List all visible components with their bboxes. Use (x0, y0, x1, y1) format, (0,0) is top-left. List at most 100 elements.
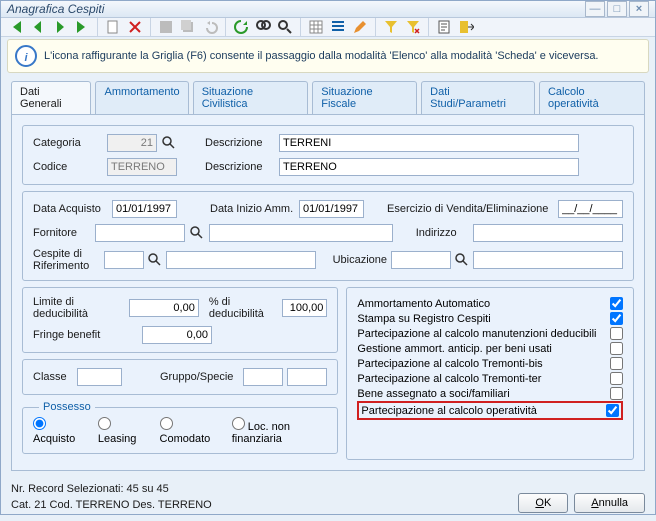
titlebar: Anagrafica Cespiti — □ × (1, 1, 655, 18)
check-ammort-auto-box[interactable] (610, 297, 623, 310)
classe-field[interactable] (77, 368, 122, 386)
first-icon[interactable] (7, 18, 25, 36)
maximize-button[interactable]: □ (607, 1, 627, 17)
check-tremonti-bis: Partecipazione al calcolo Tremonti-bis (357, 356, 623, 371)
gruppo-field2[interactable] (287, 368, 327, 386)
find-icon[interactable] (254, 18, 272, 36)
save-icon[interactable] (157, 18, 175, 36)
toolbar (1, 18, 655, 37)
check-operativita: Partecipazione al calcolo operatività (357, 401, 623, 420)
radio-leasing[interactable]: Leasing (98, 417, 145, 445)
fornitore-lookup-icon[interactable] (189, 225, 205, 241)
radio-loc[interactable]: Loc. non finanziaria (232, 417, 328, 445)
filter-icon[interactable] (382, 18, 400, 36)
ubicazione-descr-field[interactable] (473, 251, 623, 269)
limite-label: Limite di deducibilità (33, 296, 125, 320)
pct-field[interactable] (282, 299, 327, 317)
data-ini-field[interactable] (299, 200, 364, 218)
descr2-field[interactable] (279, 158, 579, 176)
esercizio-field[interactable] (558, 200, 623, 218)
check-tremonti-ter-box[interactable] (610, 372, 623, 385)
tab-calcolo-operativita[interactable]: Calcolo operatività (539, 81, 645, 114)
fornitore-label: Fornitore (33, 227, 91, 239)
indirizzo-label: Indirizzo (416, 227, 469, 239)
tab-situazione-fiscale[interactable]: Situazione Fiscale (312, 81, 417, 114)
ubicazione-lookup-icon[interactable] (455, 252, 469, 268)
footer-record-count: Nr. Record Selezionati: 45 su 45 (11, 481, 212, 497)
categoria-field[interactable] (107, 134, 157, 152)
filter-clear-icon[interactable] (404, 18, 422, 36)
report-icon[interactable] (435, 18, 453, 36)
categoria-label: Categoria (33, 137, 103, 149)
data-acq-label: Data Acquisto (33, 203, 108, 215)
exit-icon[interactable] (457, 18, 475, 36)
data-ini-label: Data Inizio Amm. (210, 203, 295, 215)
edit-icon[interactable] (351, 18, 369, 36)
possesso-legend: Possesso (39, 401, 95, 413)
cespite-lookup-icon[interactable] (148, 252, 162, 268)
group-checks: Ammortamento Automatico Stampa su Regist… (346, 287, 634, 460)
footer: Nr. Record Selezionati: 45 su 45 Cat. 21… (1, 477, 655, 521)
cancel-button[interactable]: Annulla (574, 493, 645, 513)
fornitore-descr-field[interactable] (209, 224, 393, 242)
undo-icon[interactable] (201, 18, 219, 36)
minimize-button[interactable]: — (585, 1, 605, 17)
classe-label: Classe (33, 371, 73, 383)
ubicazione-field[interactable] (391, 251, 451, 269)
fringe-label: Fringe benefit (33, 329, 138, 341)
zoom-icon[interactable] (276, 18, 294, 36)
window-title: Anagrafica Cespiti (7, 2, 583, 16)
limite-field[interactable] (129, 299, 199, 317)
gruppo-label: Gruppo/Specie (160, 371, 233, 383)
tab-ammortamento[interactable]: Ammortamento (95, 81, 188, 114)
codice-field[interactable] (107, 158, 177, 176)
footer-summary: Cat. 21 Cod. TERRENO Des. TERRENO (11, 497, 212, 513)
indirizzo-field[interactable] (473, 224, 623, 242)
group-possesso: Possesso Acquisto Leasing Comodato Loc. … (22, 401, 338, 454)
pct-label: % di deducibilità (209, 296, 279, 320)
window: Anagrafica Cespiti — □ × i L'icona raffi… (0, 0, 656, 515)
descr1-label: Descrizione (205, 137, 275, 149)
codice-label: Codice (33, 161, 103, 173)
ok-button[interactable]: OK (518, 493, 568, 513)
refresh-icon[interactable] (232, 18, 250, 36)
last-icon[interactable] (73, 18, 91, 36)
info-icon: i (14, 44, 38, 68)
check-manutenzioni-box[interactable] (610, 327, 623, 340)
check-gestione-box[interactable] (610, 342, 623, 355)
group-identificazione: Categoria Descrizione Codice Descrizione (22, 125, 634, 185)
cespite-field[interactable] (104, 251, 144, 269)
prev-icon[interactable] (29, 18, 47, 36)
list-icon[interactable] (329, 18, 347, 36)
check-operativita-box[interactable] (606, 404, 619, 417)
check-gestione: Gestione ammort. anticip. per beni usati (357, 341, 623, 356)
check-stampa-box[interactable] (610, 312, 623, 325)
infobar: i L'icona raffigurante la Griglia (F6) c… (7, 39, 649, 73)
check-tremonti-bis-box[interactable] (610, 357, 623, 370)
group-deducibilita: Limite di deducibilità % di deducibilità… (22, 287, 338, 353)
grid-icon[interactable] (307, 18, 325, 36)
saveall-icon[interactable] (179, 18, 197, 36)
cespite-descr-field[interactable] (166, 251, 316, 269)
cespite-label: Cespite di Riferimento (33, 248, 100, 272)
descr1-field[interactable] (279, 134, 579, 152)
radio-comodato[interactable]: Comodato (160, 417, 217, 445)
gruppo-field1[interactable] (243, 368, 283, 386)
categoria-lookup-icon[interactable] (161, 135, 177, 151)
tab-dati-generali[interactable]: Dati Generali (11, 81, 91, 114)
check-bene-soci-box[interactable] (610, 387, 623, 400)
fornitore-field[interactable] (95, 224, 185, 242)
next-icon[interactable] (51, 18, 69, 36)
info-text: L'icona raffigurante la Griglia (F6) con… (44, 50, 599, 62)
ubicazione-label: Ubicazione (333, 254, 387, 266)
content: Categoria Descrizione Codice Descrizione… (11, 114, 645, 471)
new-icon[interactable] (104, 18, 122, 36)
group-classe: Classe Gruppo/Specie (22, 359, 338, 395)
tab-dati-studi[interactable]: Dati Studi/Parametri (421, 81, 535, 114)
radio-acquisto[interactable]: Acquisto (33, 417, 83, 445)
tab-situazione-civilistica[interactable]: Situazione Civilistica (193, 81, 309, 114)
delete-icon[interactable] (126, 18, 144, 36)
fringe-field[interactable] (142, 326, 212, 344)
close-button[interactable]: × (629, 1, 649, 17)
data-acq-field[interactable] (112, 200, 177, 218)
